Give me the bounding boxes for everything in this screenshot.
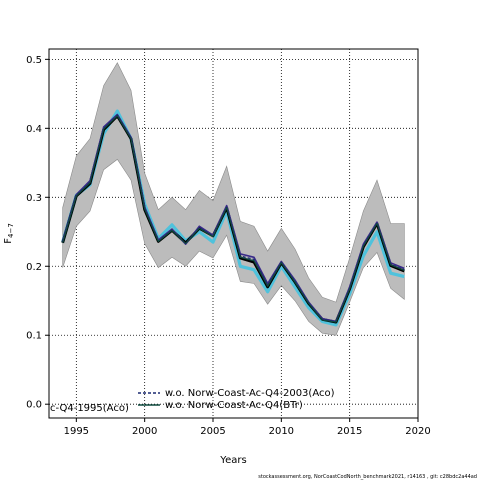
svg-text:F4−7: F4−7 — [3, 223, 15, 244]
legend: c-Q4-1995(Aco) w.o. Norw-Coast-Ac-Q4-200… — [50, 388, 335, 414]
axis-ticks: 1995 2000 2005 2010 2015 2020 0.0 0.1 0.2 0.3 0.4 0… — [26, 55, 431, 437]
plot-frame — [48, 48, 419, 419]
y-tick-label: 0.2 — [26, 262, 42, 273]
x-tick-label: 2015 — [337, 426, 362, 437]
legend-clipped-label: c-Q4-1995(Aco) — [50, 403, 129, 414]
legend-label: w.o. Norw-Coast-Ac-Q4(BTr) — [165, 400, 303, 411]
y-axis-title-subscript: 4−7 — [7, 223, 15, 238]
x-tick-label: 2000 — [132, 426, 157, 437]
footer-caption: stockassessment.org, NorCoastCodNorth_be… — [258, 474, 477, 480]
x-tick-label: 2020 — [405, 426, 430, 437]
confidence-band-area — [62, 62, 405, 336]
y-axis-title-main: F — [3, 238, 14, 244]
y-axis-title: F4−7 — [3, 223, 15, 244]
y-tick-label: 0.3 — [26, 193, 42, 204]
x-axis-title: Years — [219, 455, 246, 466]
legend-label: w.o. Norw-Coast-Ac-Q4-2003(Aco) — [165, 388, 335, 399]
y-tick-label: 0.5 — [26, 55, 42, 66]
y-tick-label: 0.0 — [26, 400, 42, 411]
series-line-0 — [61, 109, 405, 327]
series-lines — [61, 109, 405, 327]
x-tick-label: 1995 — [64, 426, 89, 437]
y-tick-label: 0.4 — [26, 124, 42, 135]
y-tick-label: 0.1 — [26, 331, 42, 342]
series-line-4 — [62, 115, 405, 323]
x-tick-label: 2005 — [200, 426, 225, 437]
confidence-band — [62, 62, 405, 336]
x-tick-label: 2010 — [269, 426, 294, 437]
